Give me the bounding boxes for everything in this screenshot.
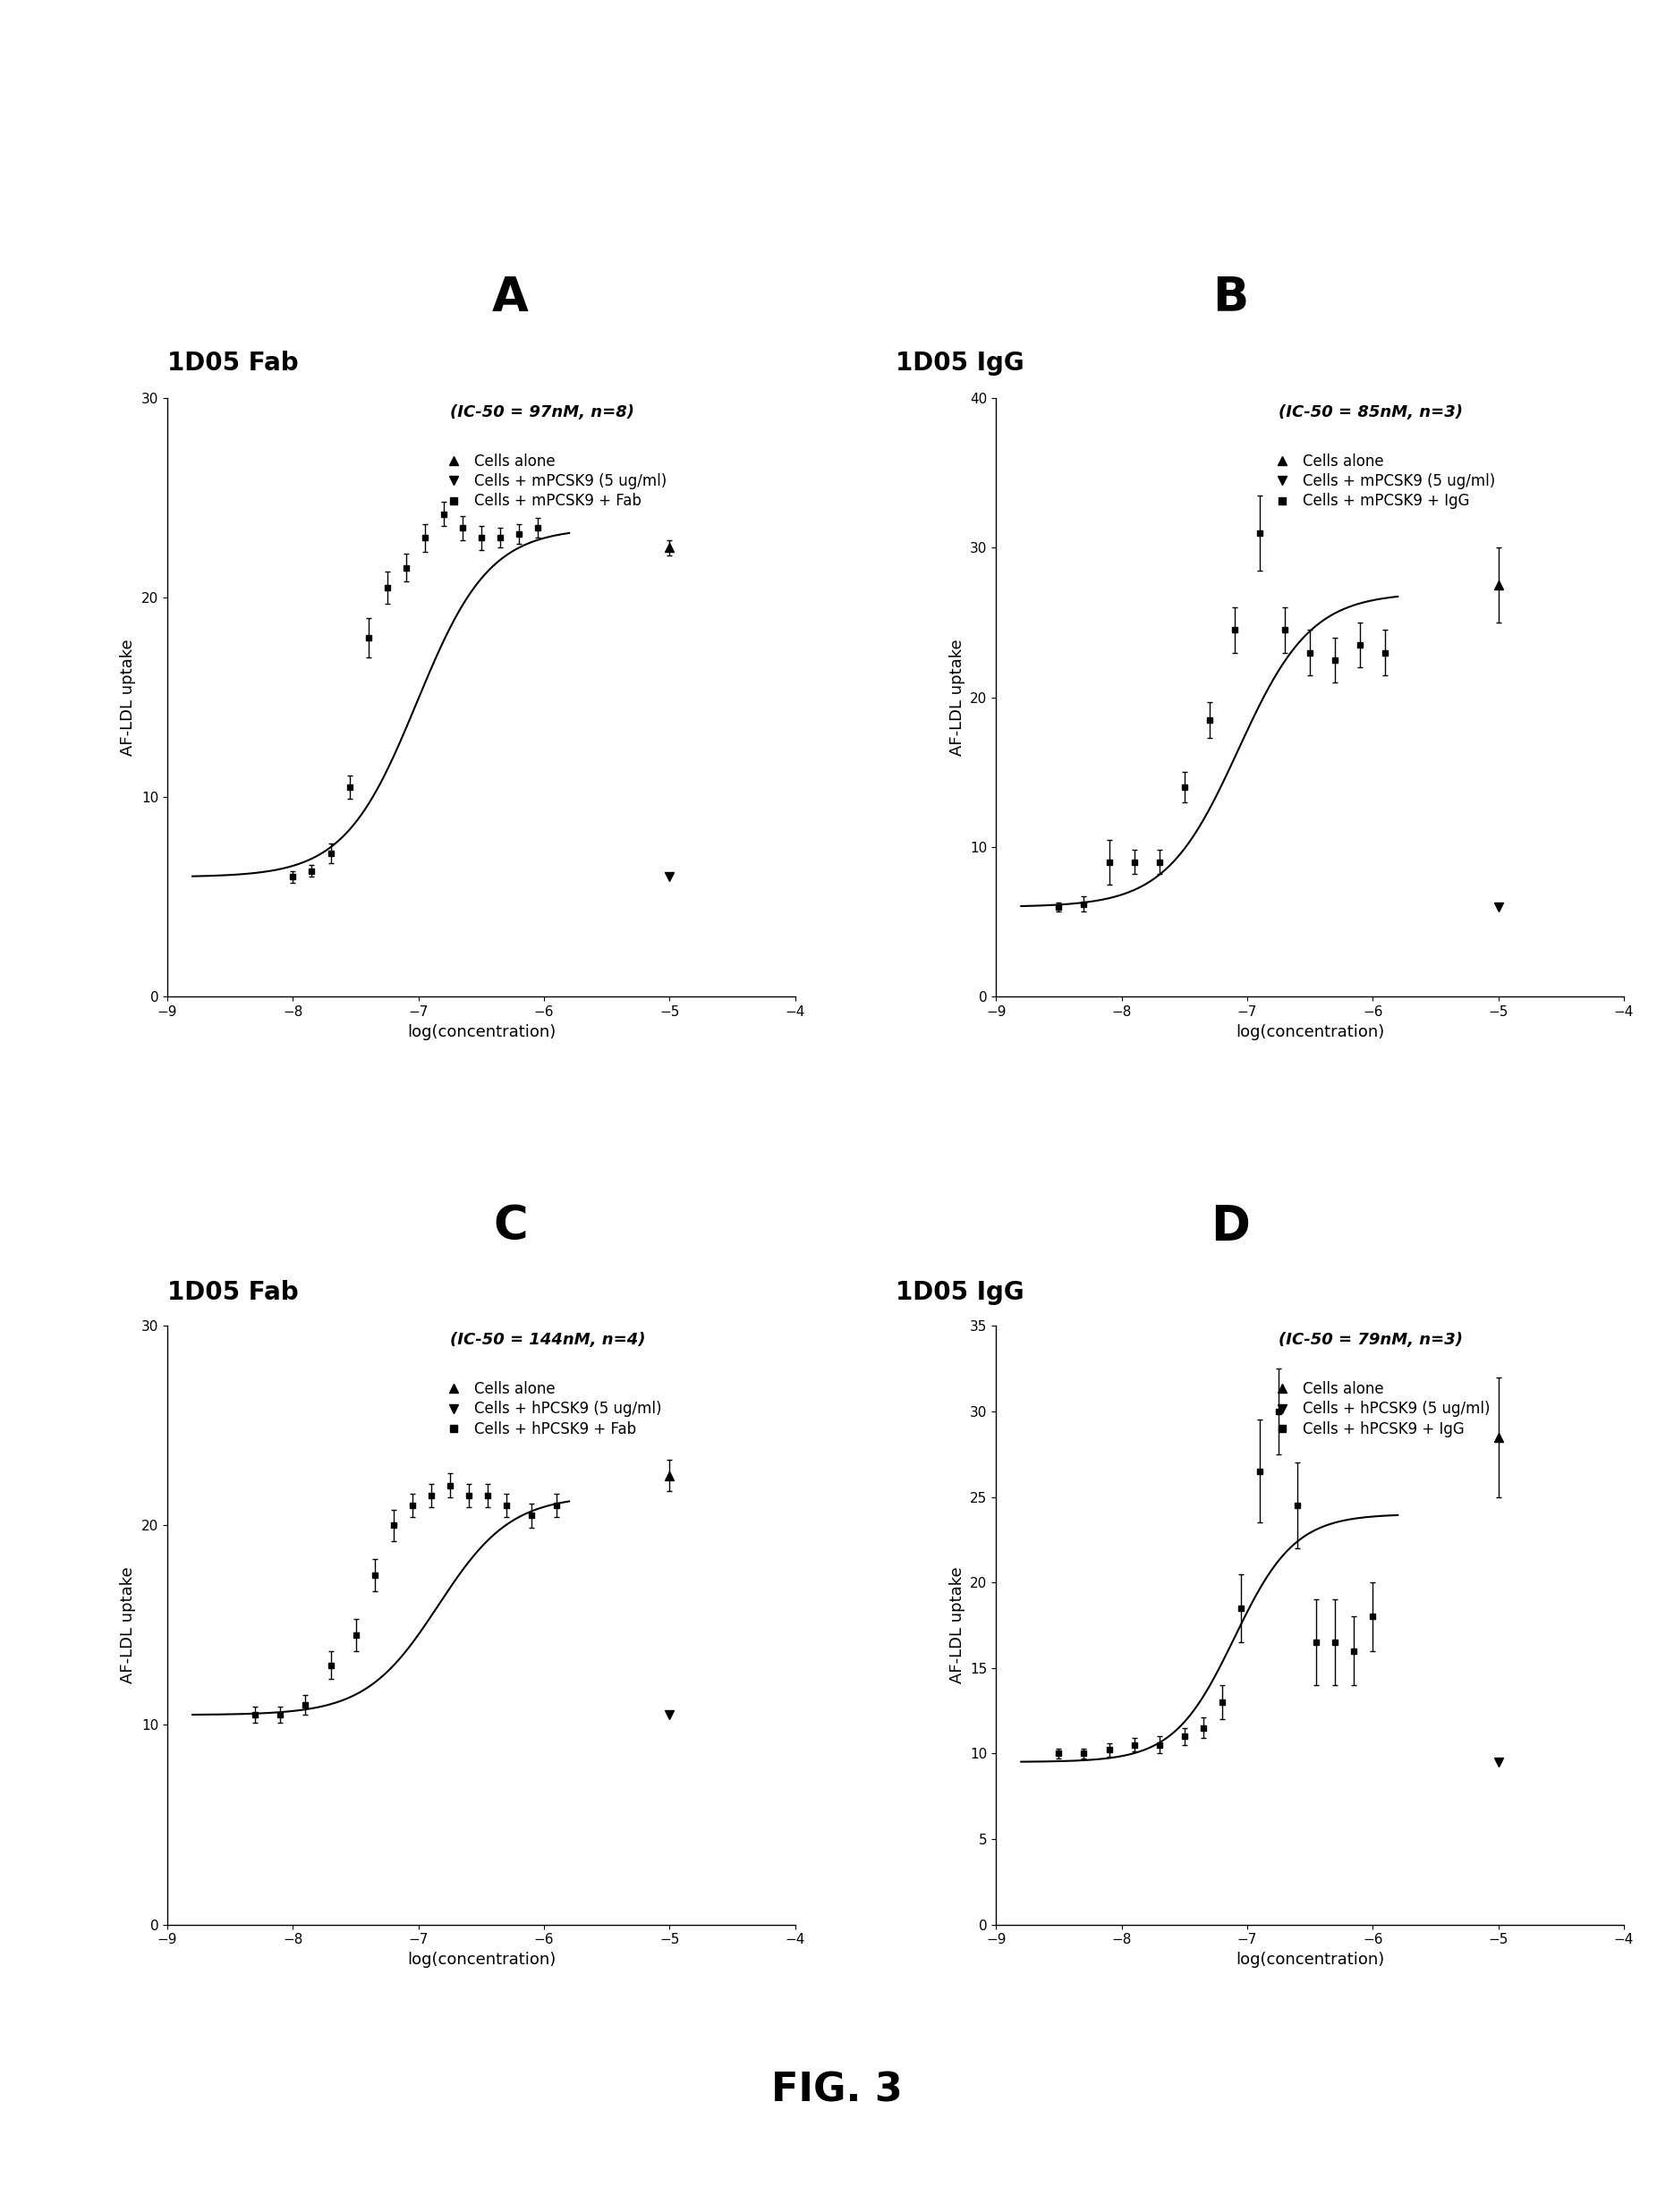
Text: (IC-50 = 144nM, n=4): (IC-50 = 144nM, n=4) [450, 1332, 646, 1347]
Y-axis label: AF-LDL uptake: AF-LDL uptake [121, 639, 136, 757]
Text: (IC-50 = 85nM, n=3): (IC-50 = 85nM, n=3) [1279, 405, 1463, 420]
Legend: Cells alone, Cells + hPCSK9 (5 ug/ml), Cells + hPCSK9 + Fab: Cells alone, Cells + hPCSK9 (5 ug/ml), C… [439, 1380, 661, 1438]
Legend: Cells alone, Cells + hPCSK9 (5 ug/ml), Cells + hPCSK9 + IgG: Cells alone, Cells + hPCSK9 (5 ug/ml), C… [1267, 1380, 1490, 1438]
Text: FIG. 3: FIG. 3 [772, 2070, 902, 2110]
Y-axis label: AF-LDL uptake: AF-LDL uptake [121, 1566, 136, 1683]
X-axis label: log(concentration): log(concentration) [1235, 1024, 1384, 1040]
Text: C: C [494, 1203, 527, 1250]
Text: 1D05 IgG: 1D05 IgG [896, 1281, 1024, 1305]
Text: D: D [1210, 1203, 1250, 1250]
Text: A: A [492, 274, 529, 321]
Legend: Cells alone, Cells + mPCSK9 (5 ug/ml), Cells + mPCSK9 + IgG: Cells alone, Cells + mPCSK9 (5 ug/ml), C… [1267, 453, 1495, 509]
Y-axis label: AF-LDL uptake: AF-LDL uptake [949, 639, 964, 757]
Text: 1D05 Fab: 1D05 Fab [167, 1281, 298, 1305]
Text: (IC-50 = 97nM, n=8): (IC-50 = 97nM, n=8) [450, 405, 634, 420]
X-axis label: log(concentration): log(concentration) [407, 1024, 556, 1040]
Text: 1D05 IgG: 1D05 IgG [896, 352, 1024, 376]
Text: 1D05 Fab: 1D05 Fab [167, 352, 298, 376]
Legend: Cells alone, Cells + mPCSK9 (5 ug/ml), Cells + mPCSK9 + Fab: Cells alone, Cells + mPCSK9 (5 ug/ml), C… [439, 453, 666, 509]
X-axis label: log(concentration): log(concentration) [407, 1951, 556, 1969]
Text: (IC-50 = 79nM, n=3): (IC-50 = 79nM, n=3) [1279, 1332, 1463, 1347]
X-axis label: log(concentration): log(concentration) [1235, 1951, 1384, 1969]
Y-axis label: AF-LDL uptake: AF-LDL uptake [949, 1566, 964, 1683]
Text: B: B [1212, 274, 1249, 321]
